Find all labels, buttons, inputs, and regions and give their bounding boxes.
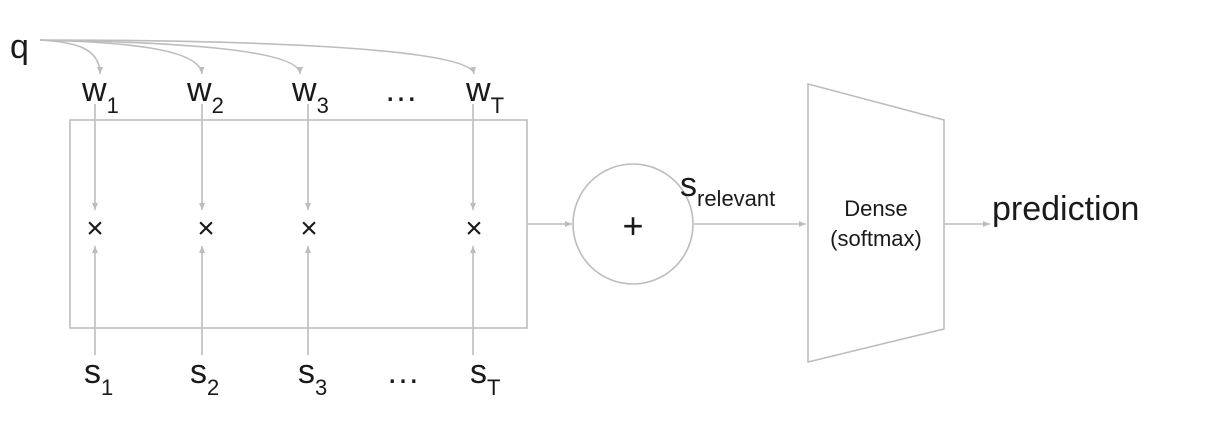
score-labels: s1 s2 s3 … sT bbox=[84, 353, 500, 400]
query-curve-1 bbox=[39, 39, 103, 75]
query-curve-T bbox=[39, 39, 476, 75]
weight-ellipsis: … bbox=[384, 71, 418, 109]
weight-label-T: wT bbox=[465, 71, 504, 118]
dense-layer bbox=[807, 82, 945, 364]
score-arrows bbox=[92, 246, 476, 355]
score-label-1: s1 bbox=[84, 353, 113, 400]
sum-symbol: + bbox=[622, 205, 643, 246]
weight-arrows bbox=[92, 104, 476, 210]
score-label-3: s3 bbox=[298, 353, 327, 400]
score-label-T: sT bbox=[470, 353, 500, 400]
query-fanout bbox=[39, 39, 476, 75]
dense-label: Dense bbox=[844, 196, 908, 221]
multiply-nodes: × × × × bbox=[86, 212, 483, 245]
multiply-symbol-2: × bbox=[197, 212, 215, 245]
weight-label-2: w2 bbox=[186, 71, 224, 118]
score-label-2: s2 bbox=[190, 353, 219, 400]
multiply-symbol-3: × bbox=[300, 212, 318, 245]
multiply-symbol-1: × bbox=[86, 212, 104, 245]
multiply-symbol-T: × bbox=[465, 212, 483, 245]
weight-labels: w1 w2 w3 … wT bbox=[81, 71, 504, 118]
dense-activation-label: (softmax) bbox=[830, 226, 922, 251]
score-ellipsis: … bbox=[386, 353, 420, 391]
weight-label-3: w3 bbox=[291, 71, 329, 118]
weight-label-1: w1 bbox=[81, 71, 119, 118]
weighting-box bbox=[69, 119, 528, 329]
prediction-label: prediction bbox=[992, 190, 1139, 228]
query-label: q bbox=[10, 28, 29, 66]
s-relevant-label: srelevant bbox=[680, 166, 775, 211]
sum-node bbox=[572, 163, 694, 285]
query-curve-3 bbox=[39, 39, 303, 75]
